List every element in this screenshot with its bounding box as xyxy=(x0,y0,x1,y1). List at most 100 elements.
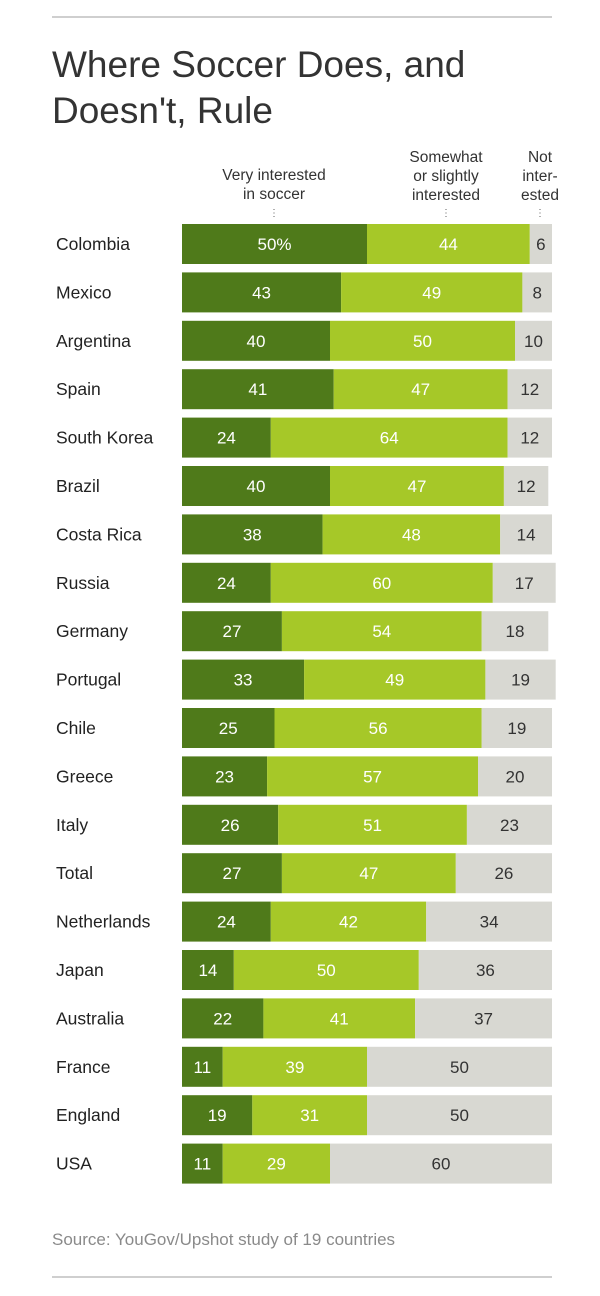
legend-somewhat-interested: Somewhat or slightly interested xyxy=(409,149,483,204)
value-label-not: 36 xyxy=(476,961,495,980)
bar-segment-very xyxy=(182,1143,223,1184)
value-label-not: 34 xyxy=(480,913,499,932)
bar-segment-somewhat xyxy=(281,611,482,652)
value-label-very: 41 xyxy=(248,380,267,399)
category-label: Italy xyxy=(56,815,88,835)
value-label-very: 43 xyxy=(252,283,271,302)
value-label-very: 38 xyxy=(243,525,262,544)
bar-segment-not xyxy=(507,417,552,458)
value-label-not: 8 xyxy=(532,283,541,302)
bar-row-netherlands: Netherlands 24 42 34 xyxy=(56,901,552,942)
category-label: Germany xyxy=(56,621,128,641)
bar-row-colombia: Colombia 50% 44 6 xyxy=(56,224,552,264)
value-label-not: 19 xyxy=(507,719,526,738)
bar-segment-not xyxy=(466,804,552,845)
value-label-not: 60 xyxy=(432,1155,451,1174)
bar-segment-somewhat xyxy=(333,369,508,410)
bar-row-france: France 11 39 50 xyxy=(56,1046,552,1087)
bar-segment-very xyxy=(182,950,234,990)
source-note: Source: YouGov/Upshot study of 19 countr… xyxy=(52,1230,396,1249)
bar-segment-somewhat xyxy=(281,853,456,894)
legend-not-interested: Not inter- ested xyxy=(521,149,559,204)
value-label-not: 12 xyxy=(520,380,539,399)
value-label-somewhat: 39 xyxy=(285,1058,304,1077)
bar-segment-very xyxy=(182,369,334,410)
bar-row-costa-rica: Costa Rica 38 48 14 xyxy=(56,514,552,555)
bar-row-germany: Germany 27 54 18 xyxy=(56,611,549,652)
bar-segment-not xyxy=(485,659,556,700)
category-label: South Korea xyxy=(56,428,154,448)
bar-segment-very xyxy=(182,1046,223,1087)
bar-segment-very xyxy=(182,901,271,942)
category-label: Netherlands xyxy=(56,912,151,932)
bar-segment-somewhat xyxy=(278,804,467,845)
value-label-not: 17 xyxy=(515,574,534,593)
value-label-somewhat: 50 xyxy=(317,961,336,980)
bar-segment-somewhat xyxy=(322,514,501,555)
bar-row-total: Total 27 47 26 xyxy=(56,853,552,894)
value-label-very: 24 xyxy=(217,429,236,448)
bar-segment-somewhat xyxy=(367,224,530,264)
category-label: Spain xyxy=(56,379,101,399)
value-label-very: 11 xyxy=(194,1155,212,1174)
value-label-somewhat: 49 xyxy=(385,671,404,690)
bar-segment-very xyxy=(182,998,264,1039)
value-label-very: 23 xyxy=(215,767,234,786)
bar-segment-not xyxy=(426,901,552,942)
bar-row-spain: Spain 41 47 12 xyxy=(56,369,552,410)
bar-segment-not xyxy=(478,756,552,797)
value-label-somewhat: 47 xyxy=(407,477,426,496)
category-label: Japan xyxy=(56,960,104,980)
bar-segment-very xyxy=(182,611,282,652)
value-label-not: 14 xyxy=(517,525,536,544)
value-label-very: 33 xyxy=(234,671,253,690)
bar-segment-very xyxy=(182,756,268,797)
category-label: Total xyxy=(56,863,93,883)
value-label-very: 27 xyxy=(222,864,241,883)
value-label-somewhat: 57 xyxy=(363,767,382,786)
bar-segment-somewhat xyxy=(274,708,482,748)
top-rule xyxy=(52,16,552,18)
category-label: England xyxy=(56,1105,120,1125)
header-tick-very: ⋮ xyxy=(269,208,279,219)
value-label-not: 37 xyxy=(474,1009,493,1028)
bar-row-italy: Italy 26 51 23 xyxy=(56,804,552,845)
bar-segment-very xyxy=(182,804,279,845)
value-label-very: 22 xyxy=(213,1009,232,1028)
bar-segment-not xyxy=(515,320,552,361)
value-label-very: 25 xyxy=(219,719,238,738)
category-label: USA xyxy=(56,1154,92,1174)
value-label-very: 11 xyxy=(194,1058,212,1077)
bar-segment-somewhat xyxy=(233,950,419,990)
bar-segment-somewhat xyxy=(341,272,523,313)
category-label: Portugal xyxy=(56,670,121,690)
category-label: Greece xyxy=(56,766,113,786)
bar-segment-somewhat xyxy=(252,1095,367,1136)
value-label-somewhat: 49 xyxy=(422,283,441,302)
bar-segment-not xyxy=(500,514,552,555)
category-label: Costa Rica xyxy=(56,524,142,544)
value-label-somewhat: 51 xyxy=(363,816,382,835)
value-label-very: 50% xyxy=(257,235,291,254)
value-label-somewhat: 56 xyxy=(369,719,388,738)
bar-segment-not xyxy=(522,272,552,313)
bar-segment-very xyxy=(182,417,271,458)
category-label: Chile xyxy=(56,718,96,738)
value-label-somewhat: 44 xyxy=(439,235,458,254)
value-label-not: 19 xyxy=(511,671,530,690)
bar-segment-not xyxy=(415,998,552,1039)
bar-segment-very xyxy=(182,659,305,700)
bar-row-chile: Chile 25 56 19 xyxy=(56,708,552,748)
bar-segment-not xyxy=(481,611,549,652)
value-label-very: 26 xyxy=(221,816,240,835)
bar-row-brazil: Brazil 40 47 12 xyxy=(56,466,549,506)
value-label-somewhat: 31 xyxy=(300,1106,319,1125)
value-label-very: 27 xyxy=(222,622,241,641)
value-label-not: 50 xyxy=(450,1058,469,1077)
bar-row-usa: USA 11 29 60 xyxy=(56,1143,552,1184)
bar-segment-somewhat xyxy=(222,1143,330,1184)
value-label-not: 10 xyxy=(524,332,543,351)
bar-segment-somewhat xyxy=(270,901,427,942)
value-label-somewhat: 60 xyxy=(372,574,391,593)
bar-segment-very xyxy=(182,320,330,361)
